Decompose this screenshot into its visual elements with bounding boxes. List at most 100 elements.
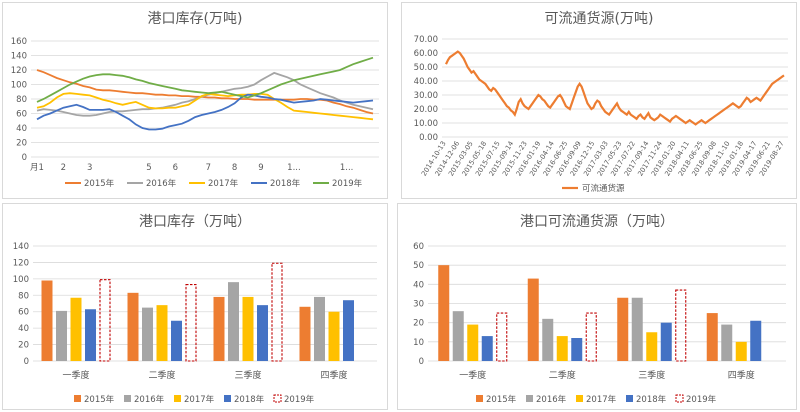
bar	[542, 318, 554, 361]
legend-label: 2015年	[486, 394, 517, 405]
chart-title: 港口库存(万吨)	[148, 11, 243, 27]
y-tick-label: 50.00	[414, 63, 438, 73]
y-tick-label: 60	[413, 242, 424, 252]
x-tick-label: 3	[87, 163, 92, 173]
y-tick-label: 40	[413, 280, 424, 290]
legend-label: 2019年	[332, 178, 363, 189]
bar	[527, 278, 539, 361]
y-tick-label: 20	[413, 319, 424, 329]
legend-swatch	[74, 395, 81, 402]
y-tick-label: 40.00	[414, 77, 438, 87]
legend-label: 2017年	[586, 394, 617, 405]
bar	[156, 305, 168, 361]
bar	[646, 332, 658, 361]
x-category-label: 四季度	[320, 369, 347, 381]
y-tick-label: 0	[24, 357, 29, 367]
y-tick-label: 70.00	[414, 35, 438, 45]
chart-title: 港口可流通货源（万吨）	[520, 213, 674, 230]
legend-label: 2017年	[208, 178, 239, 189]
bar	[314, 296, 325, 361]
legend-swatch	[174, 395, 181, 402]
legend-label: 2018年	[270, 178, 301, 189]
bar	[56, 310, 67, 361]
bar	[750, 320, 762, 361]
bar	[185, 284, 197, 362]
x-tick-label: 月1	[30, 163, 44, 173]
legend-swatch	[626, 395, 633, 402]
bar	[556, 336, 568, 361]
bar	[438, 265, 450, 361]
legend-label: 2019年	[686, 394, 717, 405]
y-tick-label: 20.00	[414, 105, 438, 115]
series-line	[445, 50, 785, 126]
y-tick-label: 40	[16, 124, 27, 134]
y-tick-label: 80	[18, 291, 29, 301]
bar	[257, 305, 268, 361]
series-line	[36, 56, 374, 103]
bar	[127, 292, 139, 361]
x-tick-label: 1...	[287, 163, 301, 173]
bar	[617, 297, 629, 361]
series-line	[36, 93, 374, 131]
y-tick-label: 80	[16, 95, 27, 105]
bar	[85, 309, 96, 361]
chart-title: 港口库存（万吨）	[139, 214, 251, 230]
chart-circulating-supply-quarterly: 港口可流通货源（万吨） 0 10 20 30 40 50 60 一季度 二季度 三季度 四季度 2015…	[413, 213, 786, 405]
y-tick-label: 160	[11, 37, 27, 47]
y-tick-label: 10.00	[414, 119, 438, 129]
x-tick-label: 2	[61, 163, 66, 173]
y-tick-label: 0.00	[419, 133, 438, 143]
x-category-label: 三季度	[234, 369, 261, 381]
y-tick-label: 30	[413, 300, 424, 310]
bar	[467, 324, 479, 361]
x-category-label: 二季度	[549, 369, 576, 381]
legend-swatch	[576, 395, 583, 402]
chart-panel-top-right: 可流通货源(万吨) 0.00 10.00 20.00 30.00 40.00 50.00 60…	[401, 2, 797, 199]
x-tick-label: 6	[173, 163, 178, 173]
y-tick-label: 40	[18, 324, 29, 334]
bar	[328, 311, 340, 361]
chart-panel-bottom-left: 港口库存（万吨） 0 20 40 60 80 100 120 140 一季度 二季度 三季度 四季度 20…	[2, 203, 388, 410]
x-tick-label: 8	[232, 163, 237, 173]
chart-title: 可流通货源(万吨)	[545, 10, 654, 27]
bar	[585, 312, 597, 362]
legend-label: 2016年	[146, 178, 177, 189]
bar	[213, 296, 225, 361]
y-tick-label: 20	[18, 341, 29, 351]
x-category-label: 一季度	[459, 369, 486, 381]
y-tick-label: 0	[419, 357, 424, 367]
chart-panel-top-left: 港口库存(万吨) 0 20 40 60 80 100 120 140 160 月1 2 3 5 6 7 8 9 1.…	[2, 2, 388, 199]
legend-swatch	[476, 395, 483, 402]
legend-label: 可流通货源	[582, 183, 625, 194]
bar	[242, 296, 254, 361]
bar	[721, 324, 733, 361]
series-line	[36, 92, 374, 121]
bar	[41, 280, 53, 361]
bar	[571, 338, 583, 361]
x-category-label: 二季度	[148, 369, 175, 381]
bar	[142, 307, 153, 361]
legend-label: 2019年	[284, 394, 315, 405]
y-tick-label: 30.00	[414, 91, 438, 101]
bar	[452, 311, 464, 361]
y-tick-label: 60.00	[414, 49, 438, 59]
y-tick-label: 140	[13, 242, 29, 252]
y-tick-label: 100	[13, 275, 29, 285]
bar	[496, 312, 508, 362]
legend-label: 2018年	[234, 394, 265, 405]
y-tick-label: 120	[11, 66, 27, 76]
x-category-label: 四季度	[728, 369, 755, 381]
bar	[631, 297, 643, 361]
x-category-label: 三季度	[638, 369, 665, 381]
bar	[660, 322, 672, 361]
legend-label: 2017年	[184, 394, 215, 405]
bar	[735, 341, 747, 361]
y-tick-label: 50	[413, 261, 424, 271]
legend-swatch	[273, 394, 282, 403]
legend-label: 2016年	[536, 394, 567, 405]
legend-swatch	[526, 395, 533, 402]
bar	[343, 300, 354, 361]
y-tick-label: 10	[413, 338, 424, 348]
chart-port-inventory-weekly: 港口库存(万吨) 0 20 40 60 80 100 120 140 160 月1 2 3 5 6 7 8 9 1.…	[11, 11, 379, 189]
